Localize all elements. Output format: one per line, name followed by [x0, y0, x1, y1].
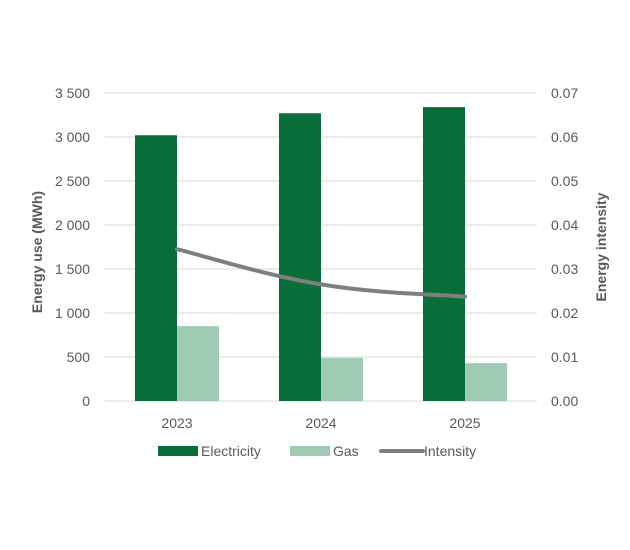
legend-swatch-electricity — [158, 446, 198, 456]
bars — [135, 107, 507, 402]
right-tick-label: 0.07 — [551, 85, 578, 101]
legend-swatch-gas — [290, 446, 330, 456]
left-tick-label: 0 — [82, 393, 90, 409]
left-tick-label: 2 500 — [55, 173, 90, 189]
x-tick-label: 2024 — [305, 415, 336, 431]
left-tick-label: 1 500 — [55, 261, 90, 277]
right-tick-label: 0.05 — [551, 173, 578, 189]
right-tick-label: 0.04 — [551, 217, 578, 233]
right-tick-label: 0.02 — [551, 305, 578, 321]
left-tick-label: 3 500 — [55, 85, 90, 101]
right-tick-label: 0.00 — [551, 393, 578, 409]
bar-electricity-2024 — [279, 113, 321, 402]
right-tick-label: 0.03 — [551, 261, 578, 277]
bar-electricity-2025 — [423, 107, 465, 401]
left-tick-label: 1 000 — [55, 305, 90, 321]
left-tick-label: 500 — [67, 349, 91, 365]
right-axis-ticks: 0.00 0.01 0.02 0.03 0.04 0.05 0.06 0.07 — [551, 85, 578, 409]
bar-electricity-2023 — [135, 135, 177, 402]
x-axis-ticks: 2023 2024 2025 — [161, 415, 480, 431]
x-tick-label: 2023 — [161, 415, 192, 431]
left-tick-label: 2 000 — [55, 217, 90, 233]
x-tick-label: 2025 — [449, 415, 480, 431]
legend-label-gas: Gas — [333, 443, 359, 459]
legend-label-intensity: Intensity — [424, 443, 476, 459]
bar-gas-2024 — [321, 357, 363, 401]
legend-label-electricity: Electricity — [201, 443, 261, 459]
left-axis-ticks: 0 500 1 000 1 500 2 000 2 500 3 000 3 500 — [55, 85, 90, 409]
right-tick-label: 0.01 — [551, 349, 578, 365]
left-axis-title: Energy use (MWh) — [29, 191, 45, 313]
right-axis-title: Energy intensity — [593, 192, 609, 301]
bar-gas-2025 — [465, 363, 507, 401]
right-tick-label: 0.06 — [551, 129, 578, 145]
intensity-line — [175, 247, 467, 299]
bar-gas-2023 — [177, 326, 219, 401]
intensity-line-group — [175, 247, 467, 299]
left-tick-label: 3 000 — [55, 129, 90, 145]
legend: Electricity Gas Intensity — [158, 443, 476, 459]
